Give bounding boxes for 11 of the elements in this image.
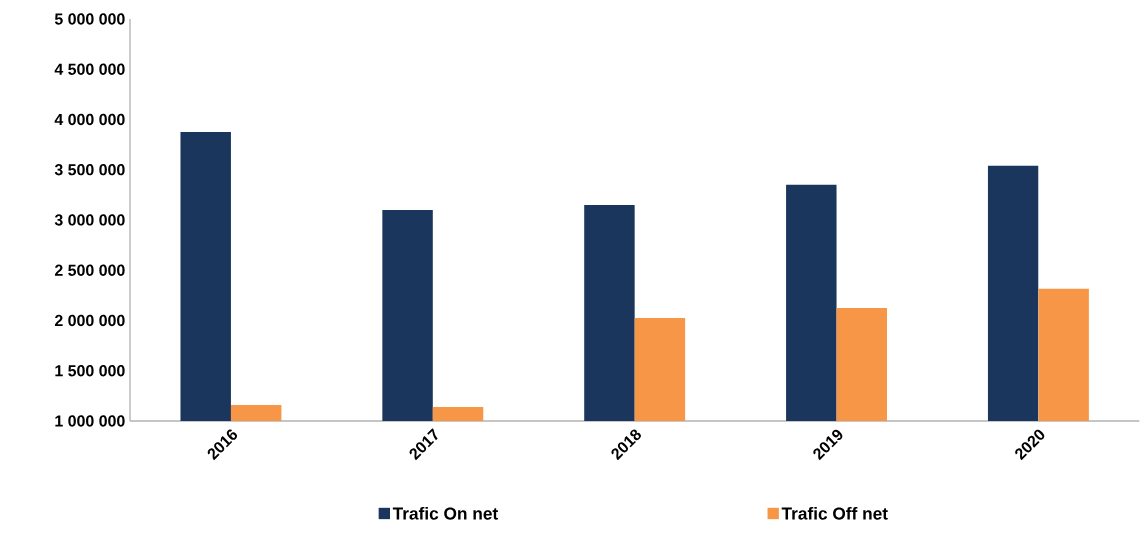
legend-label: Trafic Off net	[781, 506, 888, 520]
y-tick-label: 3 000 000	[54, 214, 125, 226]
y-tick-label: 4 500 000	[54, 63, 125, 75]
y-tick-label: 2 000 000	[54, 314, 125, 327]
y-tick-label: 4 000 000	[54, 113, 125, 126]
legend-label: Trafic On net	[392, 506, 498, 520]
y-tick-label: 3 500 000	[54, 164, 125, 176]
y-tick-label: 2 500 000	[54, 264, 125, 276]
y-tick-label: 1 000 000	[55, 415, 125, 427]
y-tick-label: 5 000 000	[54, 13, 125, 25]
y-tick-label: 1 500 000	[55, 365, 125, 377]
